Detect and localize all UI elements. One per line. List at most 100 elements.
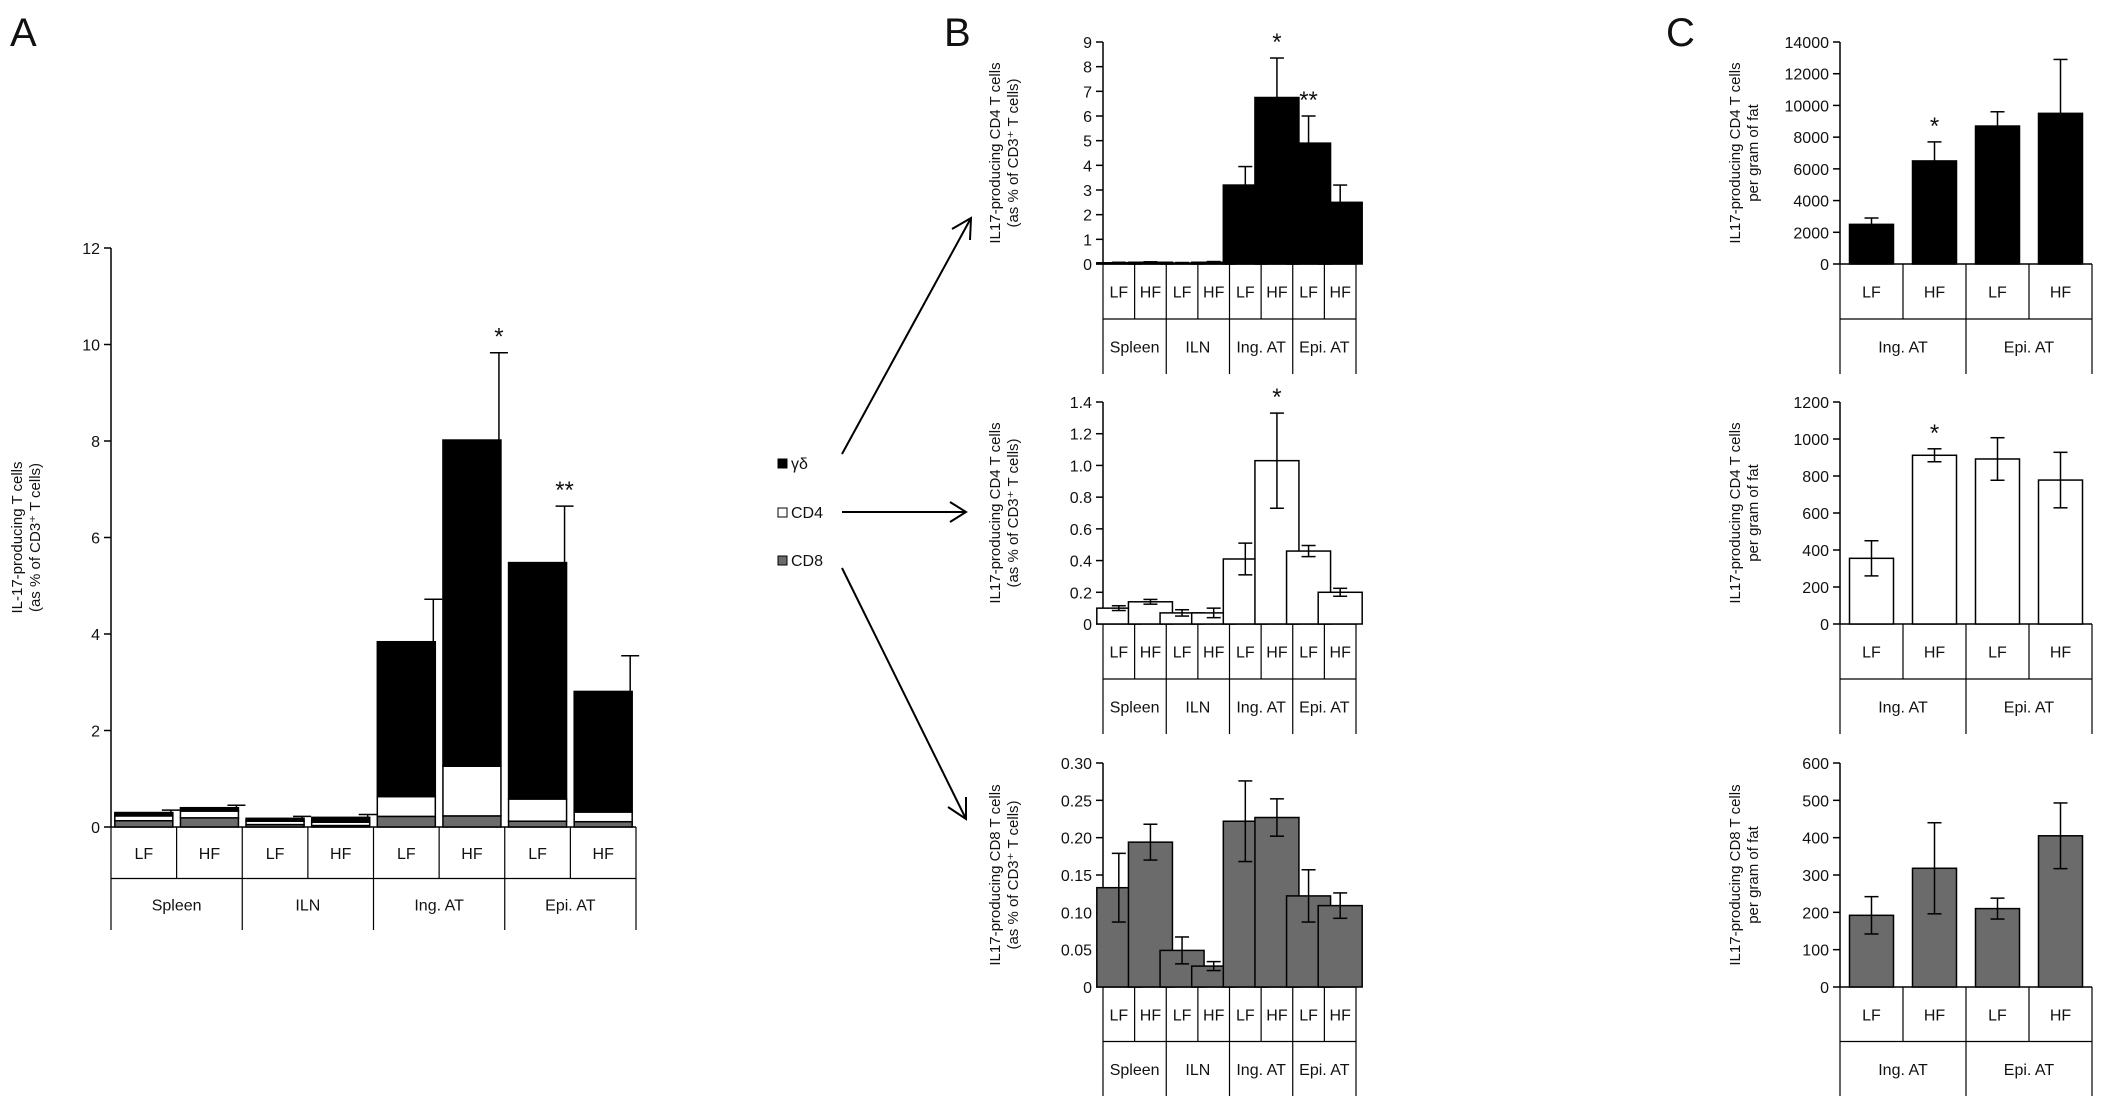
significance-star: * — [1930, 113, 1939, 140]
y-tick-label: 0.05 — [1061, 943, 1092, 960]
x-group-label: Ing. AT — [1236, 340, 1286, 357]
bar — [1911, 160, 1958, 265]
y-tick-label: 7 — [1083, 84, 1092, 101]
chart-c-cd8-per-gram: 0 100 200 300 400 500 600 IL17-producing CD8 T … — [1727, 756, 2093, 1096]
x-category-label: LF — [1862, 285, 1881, 302]
y-axis-title-line: IL17-producing CD4 T cells — [987, 62, 1004, 243]
y-tick-label: 0.30 — [1061, 756, 1092, 773]
y-tick-label: 10000 — [1785, 98, 1830, 115]
x-category-label: LF — [1988, 1007, 2007, 1024]
x-group-label: Spleen — [1110, 340, 1160, 357]
y-tick-label: 14000 — [1785, 35, 1830, 52]
x-category-label: LF — [1109, 1007, 1128, 1024]
arrowhead-cd4 — [949, 501, 968, 523]
y-axis-title-line: (as % of CD3⁺ T cells) — [1005, 438, 1022, 587]
x-category-label: LF — [1988, 285, 2007, 302]
y-tick-label: 400 — [1802, 543, 1829, 560]
arrowhead-gd — [951, 216, 973, 241]
x-group-label: Epi. AT — [1299, 1062, 1350, 1079]
y-axis-title-line: (as % of CD3⁺ T cells) — [1005, 800, 1022, 949]
y-tick-label: 2 — [1083, 208, 1092, 225]
y-tick-label: 1.4 — [1070, 395, 1092, 412]
x-category-label: LF — [1173, 645, 1192, 662]
x-group-label: Ing. AT — [414, 897, 464, 914]
x-category-label: HF — [2050, 285, 2072, 302]
legend-swatch-gd — [777, 458, 788, 469]
x-category-label: HF — [1203, 645, 1225, 662]
x-category-label: LF — [134, 846, 153, 863]
x-group-label: Epi. AT — [1299, 700, 1350, 717]
x-group-label: ILN — [1185, 340, 1210, 357]
y-tick-label: 4 — [1083, 158, 1092, 175]
y-tick-label: 1 — [1083, 232, 1092, 249]
x-category-label: LF — [1299, 645, 1318, 662]
x-group-label: Epi. AT — [2004, 700, 2055, 717]
bar-segment-gd — [376, 640, 437, 798]
y-tick-label: 0.25 — [1061, 793, 1092, 810]
bar-segment-cd8 — [573, 820, 633, 828]
x-category-label: HF — [1266, 645, 1288, 662]
arrowhead-cd8 — [947, 797, 967, 821]
arrow-cd8-to-b-bottom — [841, 567, 967, 820]
y-tick-label: 0 — [1820, 257, 1829, 274]
y-tick-label: 10 — [82, 338, 100, 355]
y-tick-label: 0.6 — [1070, 522, 1092, 539]
bar — [1974, 907, 2021, 988]
bar-segment-cd8 — [507, 820, 568, 828]
y-tick-label: 800 — [1802, 469, 1829, 486]
bar-segment-cd4 — [179, 810, 240, 819]
y-tick-label: 8 — [1083, 60, 1092, 77]
y-tick-label: 0.8 — [1070, 490, 1092, 507]
y-tick-label: 6 — [1083, 109, 1092, 126]
y-tick-label: 12 — [82, 241, 100, 258]
bar-segment-cd8 — [179, 817, 240, 828]
x-group-label: Ing. AT — [1878, 340, 1928, 357]
y-axis-title-line: IL17-producing CD4 T cells — [987, 422, 1004, 603]
x-category-label: HF — [1924, 1007, 1946, 1024]
legend-label-gd: γδ — [791, 456, 808, 473]
x-category-label: LF — [1109, 645, 1128, 662]
y-tick-label: 0 — [1083, 257, 1092, 274]
x-category-label: LF — [1109, 285, 1128, 302]
arrows — [841, 216, 973, 821]
y-tick-label: 600 — [1802, 756, 1829, 773]
y-axis-title-line: IL17-producing CD4 T cells — [1727, 62, 1744, 243]
x-category-label: HF — [1140, 285, 1162, 302]
legend-label-cd4: CD4 — [791, 505, 823, 522]
y-tick-label: 0 — [1820, 980, 1829, 997]
x-category-label: LF — [1173, 285, 1192, 302]
x-category-label: HF — [1266, 285, 1288, 302]
x-category-label: HF — [1330, 1007, 1352, 1024]
y-tick-label: 100 — [1802, 943, 1829, 960]
legend-swatch-cd4 — [777, 507, 788, 518]
y-axis-title-line: (as % of CD3⁺ T cells) — [27, 463, 44, 612]
y-tick-label: 600 — [1802, 506, 1829, 523]
x-category-label: HF — [593, 846, 615, 863]
y-axis-title-line: per gram of fat — [1745, 825, 1762, 923]
bar-segment-cd4 — [442, 765, 502, 817]
y-tick-label: 0.2 — [1070, 585, 1092, 602]
bar-segment-cd4 — [376, 795, 437, 818]
x-category-label: HF — [199, 846, 221, 863]
bar — [1974, 458, 2021, 625]
x-group-label: Ing. AT — [1878, 1062, 1928, 1079]
chart-b-cd4-percent: 0 0.2 0.4 0.6 0.8 1.0 1.2 1.4 IL17-producing CD4… — [987, 384, 1363, 734]
y-axis-title-line: IL17-producing CD8 T cells — [987, 784, 1004, 965]
chart-a-stacked: 0 2 4 6 8 10 12 IL-17-producing T cells (as % of… — [9, 241, 640, 930]
y-tick-label: 200 — [1802, 905, 1829, 922]
y-tick-label: 12000 — [1785, 67, 1830, 84]
significance-star: * — [1272, 384, 1281, 411]
y-tick-label: 1000 — [1793, 432, 1829, 449]
y-axis-title-line: IL17-producing CD8 T cells — [1727, 784, 1744, 965]
bar — [1317, 591, 1363, 625]
y-tick-label: 0 — [91, 820, 100, 837]
chart-b-cd4-percent-gd: 0 1 2 3 4 5 6 7 8 9 IL17-producing CD4 T cells (as … — [987, 29, 1363, 374]
x-category-label: HF — [461, 846, 483, 863]
x-group-label: Ing. AT — [1878, 700, 1928, 717]
bar-segment-gd — [310, 816, 371, 823]
y-tick-label: 8000 — [1793, 130, 1829, 147]
x-group-label: Spleen — [152, 897, 202, 914]
y-tick-label: 0.10 — [1061, 905, 1092, 922]
x-category-label: LF — [528, 846, 547, 863]
x-group-label: ILN — [1185, 1062, 1210, 1079]
